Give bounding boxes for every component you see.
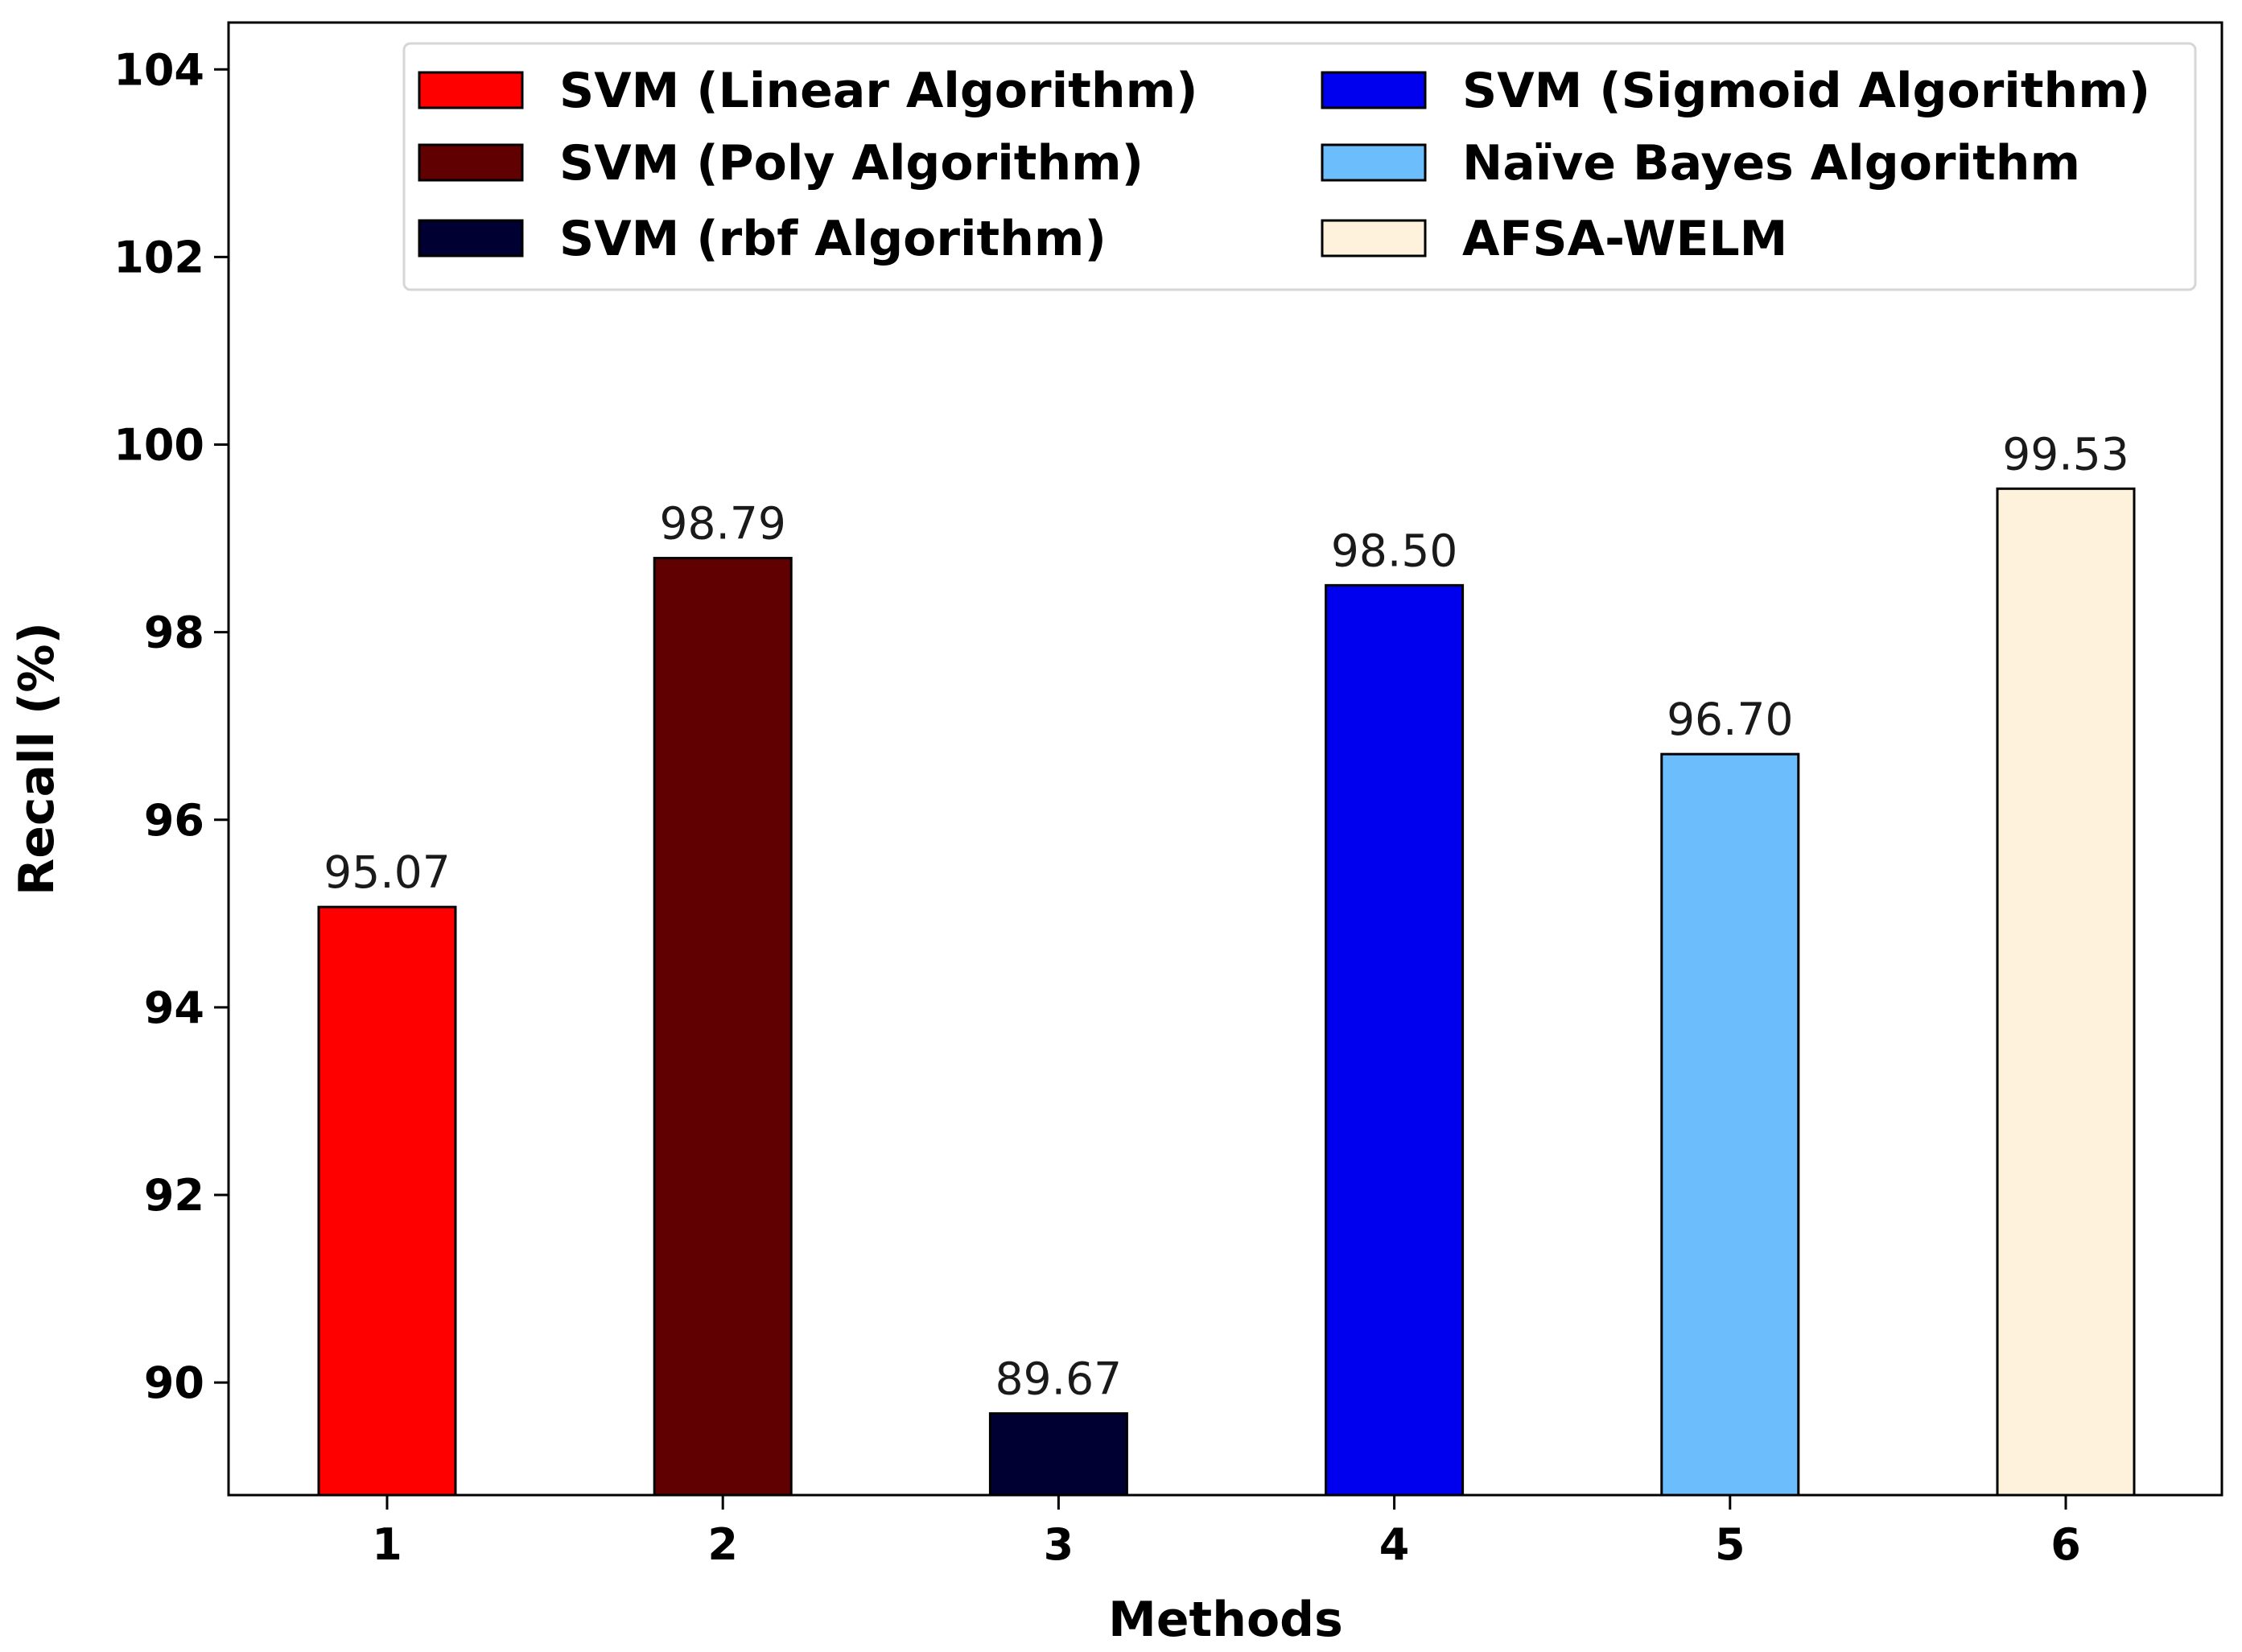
bar-5: [1660, 752, 1800, 1497]
legend-swatch-4: [1321, 71, 1427, 109]
legend-label-6: AFSA-WELM: [1462, 211, 1787, 267]
x-tick-label-5: 5: [1715, 1519, 1745, 1570]
y-tick-label-92: 92: [144, 1170, 204, 1221]
legend: SVM (Linear Algorithm) SVM (Poly Algorith…: [402, 42, 2197, 291]
y-axis-ticks: 90 92 94 96 98 100 102 104: [113, 44, 229, 1408]
legend-label-2: SVM (Poly Algorithm): [559, 135, 1144, 192]
data-label-2: 98.79: [659, 498, 785, 550]
data-label-6: 99.53: [2002, 428, 2129, 480]
bars-group: [317, 487, 2136, 1497]
y-tick-label-98: 98: [144, 608, 204, 658]
legend-label-4: SVM (Sigmoid Algorithm): [1462, 63, 2150, 119]
data-label-1: 95.07: [324, 847, 450, 898]
y-tick-label-100: 100: [113, 420, 204, 471]
x-tick-label-3: 3: [1044, 1519, 1074, 1570]
x-tick-label-1: 1: [372, 1519, 402, 1570]
bar-4: [1325, 583, 1465, 1497]
x-tick-label-4: 4: [1379, 1519, 1410, 1570]
y-tick-label-102: 102: [113, 232, 204, 282]
legend-swatch-5: [1321, 143, 1427, 182]
data-label-5: 96.70: [1667, 694, 1793, 745]
legend-swatch-3: [418, 219, 524, 257]
y-tick-label-94: 94: [144, 983, 204, 1033]
y-tick-label-96: 96: [144, 795, 204, 846]
data-label-3: 89.67: [995, 1353, 1122, 1405]
legend-label-3: SVM (rbf Algorithm): [559, 211, 1107, 267]
plot-area-frame: [227, 21, 2223, 1497]
legend-frame: [402, 42, 2197, 291]
bar-2: [653, 557, 793, 1497]
x-axis-title: Methods: [1108, 1592, 1343, 1648]
x-tick-label-2: 2: [707, 1519, 738, 1570]
data-label-4: 98.50: [1331, 525, 1457, 576]
legend-swatch-6: [1321, 219, 1427, 257]
legend-swatch-1: [418, 71, 524, 109]
x-tick-label-6: 6: [2050, 1519, 2081, 1570]
legend-label-1: SVM (Linear Algorithm): [559, 63, 1198, 119]
data-labels-group: 95.07 98.79 89.67 98.50 96.70 99.53: [324, 428, 2129, 1404]
legend-label-5: Naïve Bayes Algorithm: [1462, 135, 2080, 192]
bar-3: [988, 1412, 1128, 1497]
bar-1: [317, 905, 457, 1497]
y-axis-title: Recall (%): [9, 622, 65, 896]
bar-6: [1996, 487, 2136, 1497]
y-tick-label-90: 90: [144, 1357, 204, 1408]
legend-swatch-2: [418, 143, 524, 182]
x-axis-ticks: 1 2 3 4 5 6: [372, 1495, 2081, 1570]
y-tick-label-104: 104: [113, 44, 204, 95]
